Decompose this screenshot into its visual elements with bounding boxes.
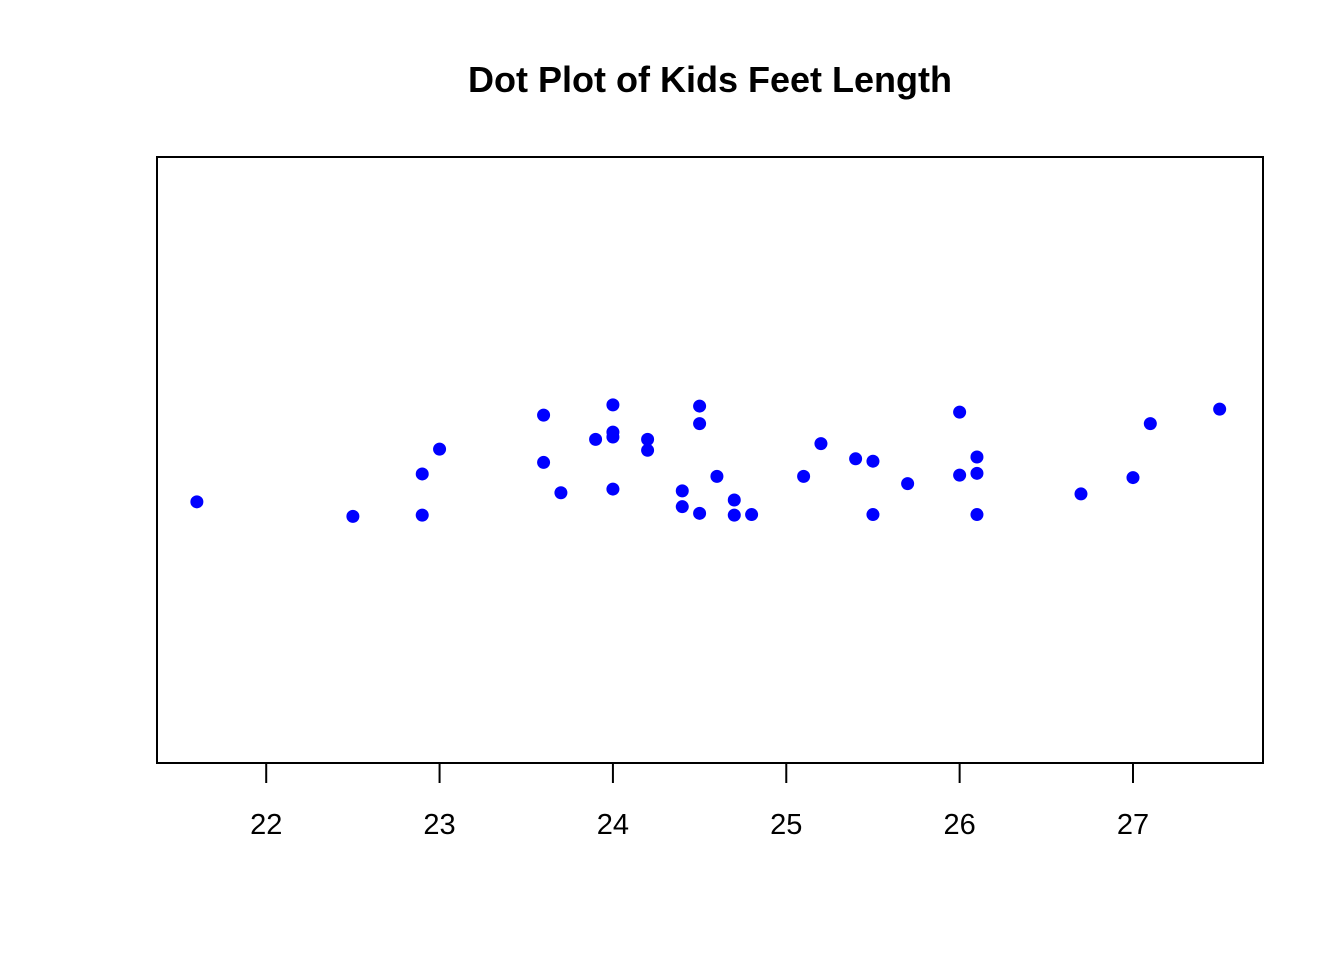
data-point — [346, 509, 360, 523]
data-point — [866, 454, 880, 468]
data-point — [190, 495, 204, 509]
data-point — [589, 432, 603, 446]
data-points — [190, 398, 1227, 523]
data-point — [433, 442, 447, 456]
data-point — [606, 482, 620, 496]
x-tick-label-24: 24 — [597, 809, 629, 841]
data-point — [693, 399, 707, 413]
data-point — [727, 493, 741, 507]
x-tick-label-23: 23 — [423, 809, 455, 841]
data-point — [675, 500, 689, 514]
data-point — [970, 466, 984, 480]
x-tick-label-27: 27 — [1117, 809, 1149, 841]
data-point — [606, 430, 620, 444]
data-point — [745, 508, 759, 522]
chart-title: Dot Plot of Kids Feet Length — [468, 59, 952, 100]
data-point — [675, 484, 689, 498]
plot-frame — [156, 156, 1264, 764]
data-point — [537, 455, 551, 469]
data-point — [970, 450, 984, 464]
data-point — [537, 408, 551, 422]
data-point — [554, 486, 568, 500]
data-point — [1143, 417, 1157, 431]
data-point — [797, 469, 811, 483]
x-axis: 22 23 24 25 26 27 — [250, 762, 1149, 841]
data-point — [1126, 471, 1140, 485]
data-point — [641, 443, 655, 457]
data-point — [866, 508, 880, 522]
data-point — [953, 468, 967, 482]
data-point — [814, 437, 828, 451]
data-point — [727, 508, 741, 522]
data-point — [693, 506, 707, 520]
data-point — [693, 417, 707, 431]
x-tick-label-26: 26 — [943, 809, 975, 841]
x-tick-label-22: 22 — [250, 809, 282, 841]
data-point — [953, 405, 967, 419]
x-tick-label-25: 25 — [770, 809, 802, 841]
data-point — [710, 469, 724, 483]
data-point — [415, 508, 429, 522]
data-point — [849, 452, 863, 466]
data-point — [1074, 487, 1088, 501]
data-point — [606, 398, 620, 412]
data-point — [970, 508, 984, 522]
data-point — [1213, 402, 1227, 416]
data-point — [901, 477, 915, 491]
data-point — [415, 467, 429, 481]
data-point — [641, 432, 655, 446]
